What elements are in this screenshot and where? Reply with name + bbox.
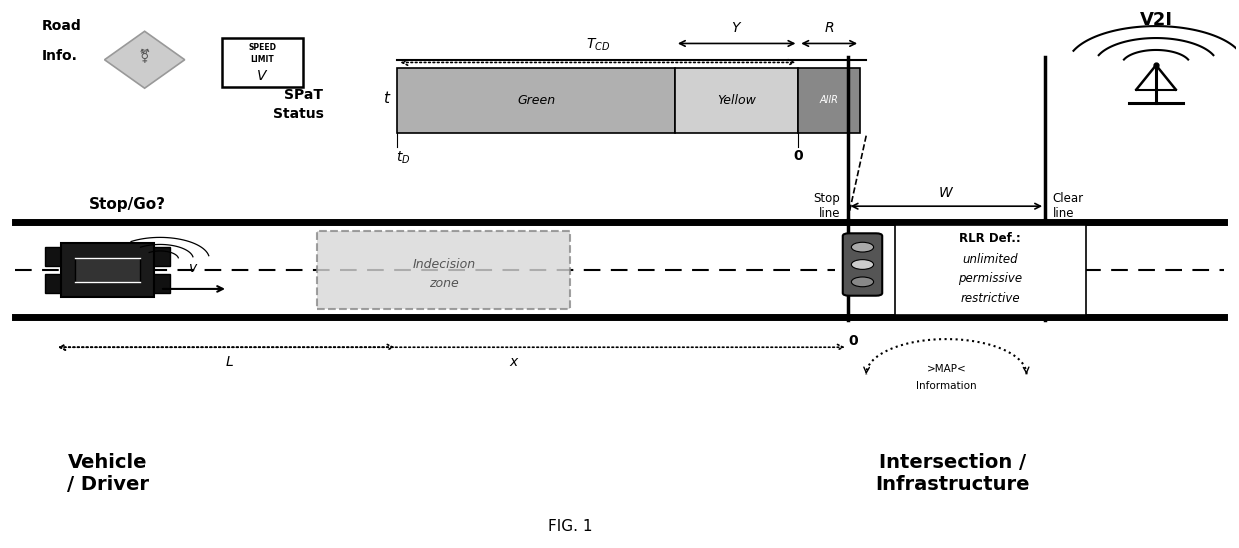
Text: Stop
line: Stop line xyxy=(814,192,840,220)
Text: $t$: $t$ xyxy=(383,90,392,106)
Text: $W$: $W$ xyxy=(938,186,954,199)
Bar xyxy=(76,258,140,282)
Text: $x$: $x$ xyxy=(509,355,520,369)
Text: permissive: permissive xyxy=(958,272,1022,286)
Text: SPEED: SPEED xyxy=(248,43,276,52)
Text: FIG. 1: FIG. 1 xyxy=(548,520,592,534)
Text: Stop/Go?: Stop/Go? xyxy=(89,197,166,212)
FancyBboxPatch shape xyxy=(843,233,882,296)
Text: AllR: AllR xyxy=(820,95,839,105)
Text: ⚧: ⚧ xyxy=(139,50,150,64)
Bar xyxy=(62,243,154,297)
Text: Info.: Info. xyxy=(42,49,78,63)
Bar xyxy=(398,68,675,133)
Bar xyxy=(222,38,302,87)
Text: restrictive: restrictive xyxy=(960,292,1020,305)
Bar xyxy=(675,68,798,133)
Text: Clear
line: Clear line xyxy=(1052,192,1084,220)
Polygon shape xyxy=(104,31,185,88)
Circle shape xyxy=(851,242,873,252)
Text: $L$: $L$ xyxy=(225,355,234,369)
Bar xyxy=(150,247,170,266)
Text: unlimited: unlimited xyxy=(963,253,1018,266)
Text: Information: Information xyxy=(916,381,976,391)
Text: $V$: $V$ xyxy=(256,69,269,83)
Bar xyxy=(895,225,1085,315)
Text: zone: zone xyxy=(429,277,458,290)
Text: Indecision: Indecision xyxy=(413,258,476,271)
Bar xyxy=(150,274,170,293)
Text: Status: Status xyxy=(273,107,323,121)
Circle shape xyxy=(851,260,873,270)
Text: LIMIT: LIMIT xyxy=(250,55,274,64)
Text: $\mathbf{0}$: $\mathbf{0}$ xyxy=(849,334,860,347)
Bar xyxy=(317,231,570,309)
Text: $t_D$: $t_D$ xyxy=(396,149,411,165)
Text: Green: Green xyxy=(517,94,555,107)
Text: $v$: $v$ xyxy=(188,261,198,275)
Bar xyxy=(46,247,66,266)
Bar xyxy=(798,68,860,133)
Text: Yellow: Yellow xyxy=(717,94,756,107)
Circle shape xyxy=(851,277,873,287)
Bar xyxy=(46,274,66,293)
Text: Intersection /
Infrastructure: Intersection / Infrastructure xyxy=(875,453,1030,494)
Text: V2I: V2I xyxy=(1140,11,1172,29)
Text: RLR Def.:: RLR Def.: xyxy=(959,232,1021,245)
Text: $T_{CD}$: $T_{CD}$ xyxy=(586,37,610,53)
Text: >MAP<: >MAP< xyxy=(927,364,966,374)
Text: $Y$: $Y$ xyxy=(731,21,742,35)
Text: SPaT: SPaT xyxy=(285,88,323,102)
Text: Road: Road xyxy=(42,19,82,33)
Text: $\mathbf{0}$: $\mathbf{0}$ xyxy=(793,149,804,163)
Text: Vehicle
/ Driver: Vehicle / Driver xyxy=(67,453,149,494)
Text: $R$: $R$ xyxy=(824,21,834,35)
